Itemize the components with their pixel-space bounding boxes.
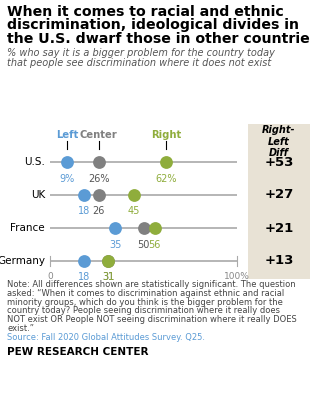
Text: exist.”: exist.” <box>7 324 34 333</box>
Point <box>96 192 101 198</box>
Point <box>132 192 137 198</box>
Text: 62%: 62% <box>155 173 177 184</box>
Text: % who say it is a bigger problem for the country today: % who say it is a bigger problem for the… <box>7 49 275 58</box>
Text: 26: 26 <box>92 207 105 216</box>
Text: France: France <box>10 223 45 233</box>
Text: country today? People seeing discrimination where it really does: country today? People seeing discriminat… <box>7 306 280 315</box>
Text: 31: 31 <box>102 272 114 283</box>
Text: Note: All differences shown are statistically significant. The question: Note: All differences shown are statisti… <box>7 280 296 289</box>
Text: 18: 18 <box>78 272 90 283</box>
Text: UK: UK <box>31 190 45 200</box>
Text: Center: Center <box>80 130 117 140</box>
Text: Right: Right <box>151 130 181 140</box>
Point <box>105 258 110 264</box>
Text: 0: 0 <box>47 272 53 281</box>
Text: 31: 31 <box>102 272 114 283</box>
Text: When it comes to racial and ethnic: When it comes to racial and ethnic <box>7 5 284 19</box>
Text: +53: +53 <box>264 155 294 169</box>
Text: Right-
Left
Diff: Right- Left Diff <box>262 125 296 158</box>
Text: +27: +27 <box>264 189 294 202</box>
Point <box>96 159 101 165</box>
Text: NOT exist OR People NOT seeing discrimination where it really DOES: NOT exist OR People NOT seeing discrimin… <box>7 315 297 324</box>
Point <box>64 159 69 165</box>
Point <box>163 159 168 165</box>
Text: 35: 35 <box>109 240 122 249</box>
Text: 9%: 9% <box>59 173 74 184</box>
Text: Left: Left <box>55 130 78 140</box>
Text: +21: +21 <box>264 222 294 234</box>
Text: minority groups, which do you think is the bigger problem for the: minority groups, which do you think is t… <box>7 298 283 307</box>
Text: asked: “When it comes to discrimination against ethnic and racial: asked: “When it comes to discrimination … <box>7 289 284 298</box>
Text: discrimination, ideological divides in: discrimination, ideological divides in <box>7 18 299 32</box>
Text: 100%: 100% <box>224 272 250 281</box>
Text: the U.S. dwarf those in other countries: the U.S. dwarf those in other countries <box>7 32 310 46</box>
Text: PEW RESEARCH CENTER: PEW RESEARCH CENTER <box>7 346 148 357</box>
Text: 18: 18 <box>78 207 90 216</box>
Point <box>141 225 146 231</box>
Text: Source: Fall 2020 Global Attitudes Survey. Q25.: Source: Fall 2020 Global Attitudes Surve… <box>7 333 205 342</box>
Text: 45: 45 <box>128 207 140 216</box>
Point <box>81 258 86 264</box>
Point <box>81 192 86 198</box>
Text: that people see discrimination where it does not exist: that people see discrimination where it … <box>7 58 271 68</box>
Text: 50: 50 <box>137 240 150 249</box>
Text: +13: +13 <box>264 254 294 267</box>
Point <box>113 225 118 231</box>
Text: Germany: Germany <box>0 256 45 266</box>
Text: 56: 56 <box>148 240 161 249</box>
Point <box>152 225 157 231</box>
Point <box>105 258 110 264</box>
FancyBboxPatch shape <box>248 124 310 279</box>
Text: 26%: 26% <box>88 173 109 184</box>
Text: U.S.: U.S. <box>24 157 45 167</box>
